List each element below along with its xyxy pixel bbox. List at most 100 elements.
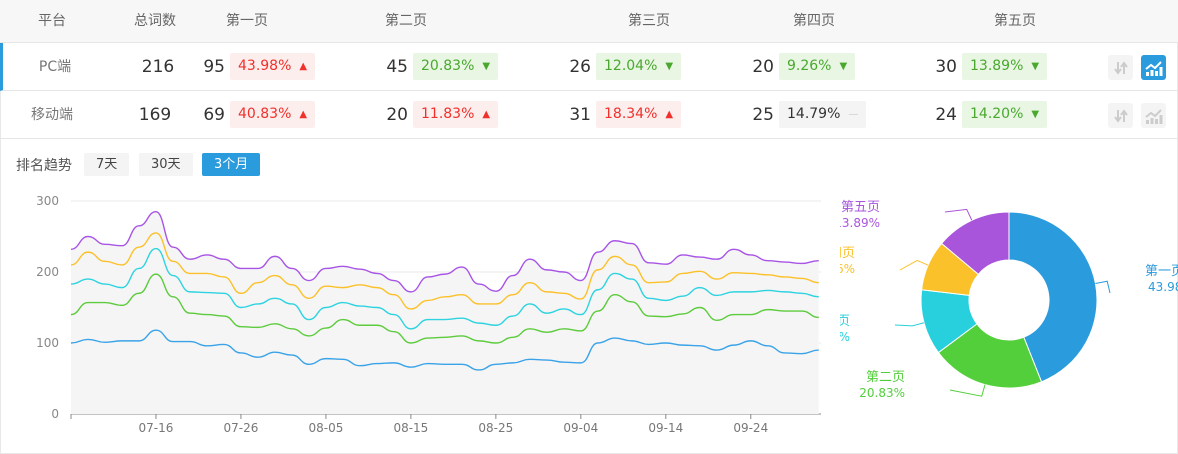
label-leader-line <box>899 259 929 271</box>
label-leader-line <box>1095 280 1111 294</box>
page4-percent-badge: 9.26% ▼ <box>779 53 856 80</box>
header-total: 总词数 <box>134 13 176 29</box>
bar-trend-chart-icon[interactable] <box>1141 55 1166 80</box>
label-leader-line <box>894 322 925 327</box>
slice-percent: 20.83% <box>859 386 905 400</box>
page1-count: 95 <box>203 57 225 77</box>
page5-count: 30 <box>935 57 957 77</box>
percent-value: 14.79% <box>787 106 841 122</box>
slice-label: 第四页 <box>840 246 855 261</box>
x-tick-label: 09-14 <box>648 421 683 435</box>
slice-label: 第一页 <box>1145 264 1178 279</box>
page1-count: 69 <box>203 105 225 125</box>
y-tick-label: 300 <box>36 194 59 208</box>
page2-percent-badge: 20.83% ▼ <box>413 53 499 80</box>
page3-percent-badge: 12.04% ▼ <box>596 53 682 80</box>
y-tick-label: 100 <box>36 336 59 350</box>
trend-down-icon: ▼ <box>1031 61 1040 72</box>
trend-down-icon: ▼ <box>1031 109 1040 120</box>
x-tick-label: 08-15 <box>393 421 428 435</box>
header-page2: 第二页 <box>385 13 427 29</box>
series-line-3 <box>70 247 819 330</box>
trend-up-icon: ▲ <box>299 109 308 120</box>
percent-value: 12.04% <box>604 58 658 74</box>
x-tick-label: 07-16 <box>139 421 174 435</box>
header-platform: 平台 <box>38 13 66 29</box>
percent-value: 11.83% <box>421 106 475 122</box>
page4-count: 25 <box>752 105 774 125</box>
series-line-4 <box>70 232 819 310</box>
x-tick-label: 09-24 <box>733 421 768 435</box>
percent-value: 20.83% <box>421 58 475 74</box>
page5-count: 24 <box>935 105 957 125</box>
trend-down-icon: ▼ <box>665 61 674 72</box>
series-line-5 <box>70 210 819 293</box>
page4-percent-badge: 14.79% — <box>779 101 867 128</box>
x-tick-label: 09-04 <box>563 421 598 435</box>
total-keywords: 169 <box>138 105 172 125</box>
percent-value: 13.89% <box>970 58 1024 74</box>
donut-slice <box>940 211 1010 275</box>
x-tick-label: 07-26 <box>224 421 259 435</box>
platform-name: PC端 <box>38 59 72 75</box>
slice-percent: 13.89% <box>840 216 880 230</box>
percent-value: 9.26% <box>787 58 832 74</box>
page3-percent-badge: 18.34% ▲ <box>596 101 682 128</box>
page5-percent-badge: 13.89% ▼ <box>962 53 1048 80</box>
page1-percent-badge: 40.83% ▲ <box>230 101 316 128</box>
sort-arrows-icon[interactable] <box>1108 55 1133 80</box>
header-page4: 第四页 <box>793 13 835 29</box>
page4-count: 20 <box>752 57 774 77</box>
page2-percent-badge: 11.83% ▲ <box>413 101 499 128</box>
label-leader-line <box>944 208 973 221</box>
x-tick-label: 08-05 <box>308 421 343 435</box>
trend-label: 排名趋势 <box>16 158 72 174</box>
trend-flat-icon: — <box>848 109 859 120</box>
percent-value: 40.83% <box>238 106 292 122</box>
slice-percent: 43.98% <box>1148 280 1178 294</box>
percent-value: 18.34% <box>604 106 658 122</box>
slice-label: 第二页 <box>866 370 905 385</box>
range-7d-button[interactable]: 7天 <box>84 153 130 176</box>
slice-percent: 9.26% <box>840 262 855 276</box>
trend-up-icon: ▲ <box>482 109 491 120</box>
slice-label: 第五页 <box>841 200 880 215</box>
page3-count: 26 <box>569 57 591 77</box>
table-row: PC端 216 95 43.98% ▲ 45 20.83% ▼ 26 12.04% ▼ 20 … <box>0 43 1178 91</box>
label-leader-line <box>949 384 986 397</box>
page3-count: 31 <box>569 105 591 125</box>
page1-percent-badge: 43.98% ▲ <box>230 53 316 80</box>
total-keywords: 216 <box>141 57 175 77</box>
x-tick-label: 08-25 <box>478 421 513 435</box>
series-line-2 <box>70 273 819 344</box>
table-header: 平台 总词数 第一页 第二页 第三页 第四页 第五页 <box>0 0 1178 43</box>
trend-up-icon: ▲ <box>665 109 674 120</box>
area-fill <box>71 211 819 414</box>
trend-down-icon: ▼ <box>482 61 491 72</box>
slice-percent: 12.04% <box>840 330 850 344</box>
table-row: 移动端 169 69 40.83% ▲ 20 11.83% ▲ 31 18.34% ▲ 25 … <box>0 91 1178 139</box>
page2-count: 20 <box>386 105 408 125</box>
header-page5: 第五页 <box>994 13 1036 29</box>
sort-arrows-icon[interactable] <box>1108 103 1133 128</box>
bar-trend-chart-icon[interactable] <box>1141 103 1166 128</box>
trend-down-icon: ▼ <box>839 61 848 72</box>
platform-name: 移动端 <box>31 107 73 123</box>
range-30d-button[interactable]: 30天 <box>139 153 193 176</box>
page5-percent-badge: 14.20% ▼ <box>962 101 1048 128</box>
slice-label: 第三页 <box>840 314 850 329</box>
header-page1: 第一页 <box>226 13 268 29</box>
donut-slice <box>937 323 1043 389</box>
series-line-1 <box>70 329 819 371</box>
y-tick-label: 200 <box>36 265 59 279</box>
percent-value: 14.20% <box>970 106 1024 122</box>
donut-slice <box>1008 211 1098 383</box>
y-tick-label: 0 <box>51 407 59 421</box>
percent-value: 43.98% <box>238 58 292 74</box>
header-page3: 第三页 <box>628 13 670 29</box>
trend-up-icon: ▲ <box>299 61 308 72</box>
ranking-trend-line-chart: 0 100 200 300 07-16 07-26 08-05 08-15 08-25 09-04… <box>36 194 821 435</box>
range-3m-button[interactable]: 3个月 <box>202 153 261 176</box>
page2-count: 45 <box>386 57 408 77</box>
